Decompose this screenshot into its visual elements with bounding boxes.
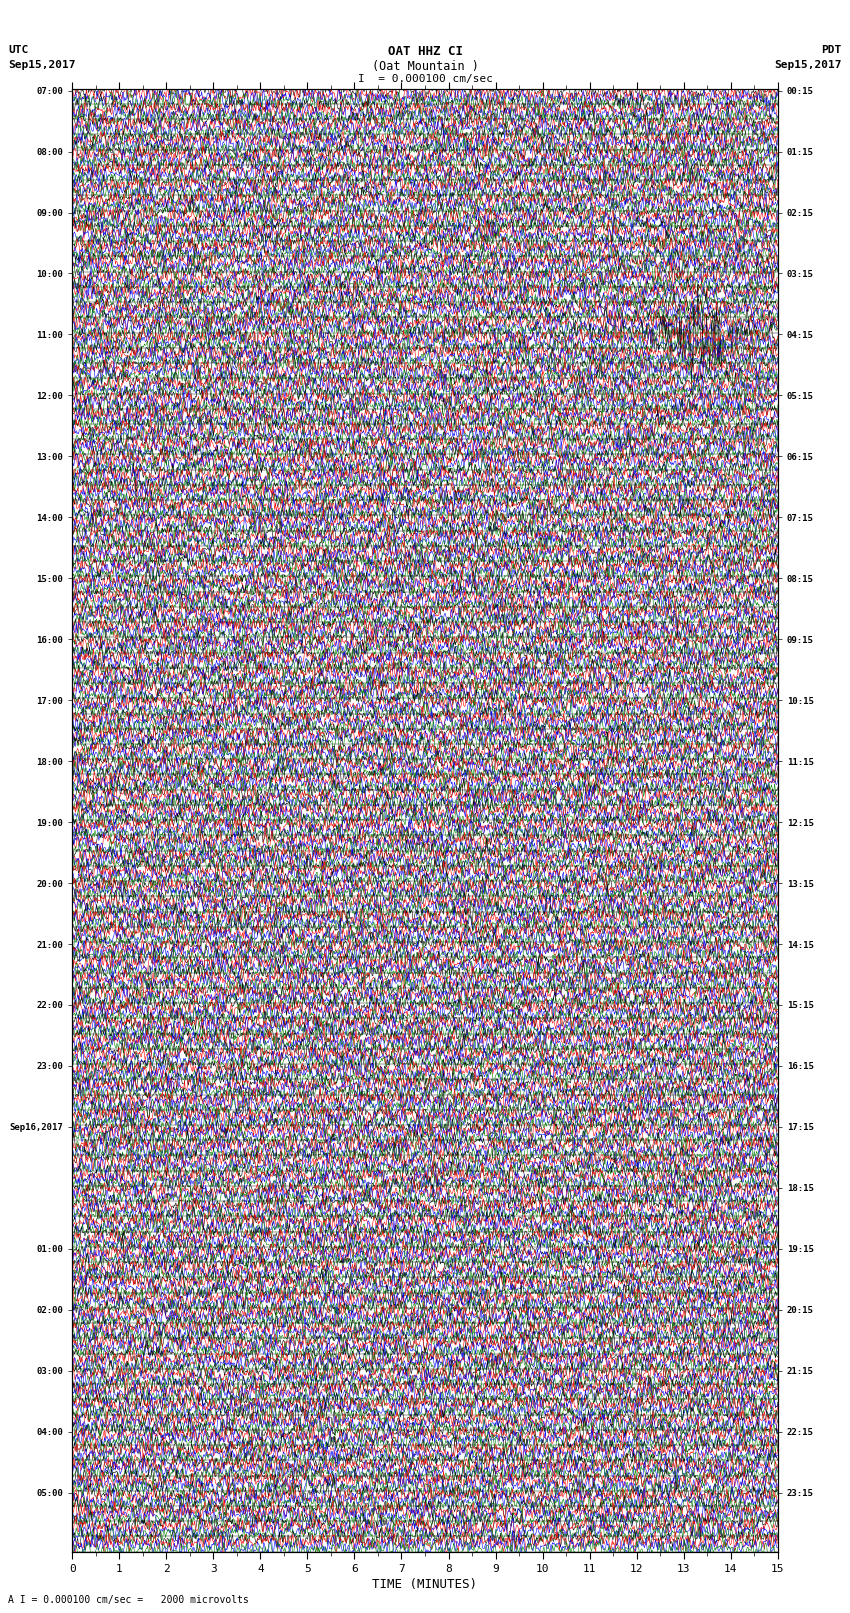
Text: PDT: PDT — [821, 45, 842, 55]
Text: A I = 0.000100 cm/sec =   2000 microvolts: A I = 0.000100 cm/sec = 2000 microvolts — [8, 1595, 249, 1605]
Text: Sep15,2017: Sep15,2017 — [774, 60, 842, 69]
Text: UTC: UTC — [8, 45, 29, 55]
X-axis label: TIME (MINUTES): TIME (MINUTES) — [372, 1578, 478, 1590]
Text: (Oat Mountain ): (Oat Mountain ) — [371, 60, 479, 73]
Text: I  = 0.000100 cm/sec: I = 0.000100 cm/sec — [358, 74, 492, 84]
Text: Sep15,2017: Sep15,2017 — [8, 60, 76, 69]
Text: OAT HHZ CI: OAT HHZ CI — [388, 45, 462, 58]
